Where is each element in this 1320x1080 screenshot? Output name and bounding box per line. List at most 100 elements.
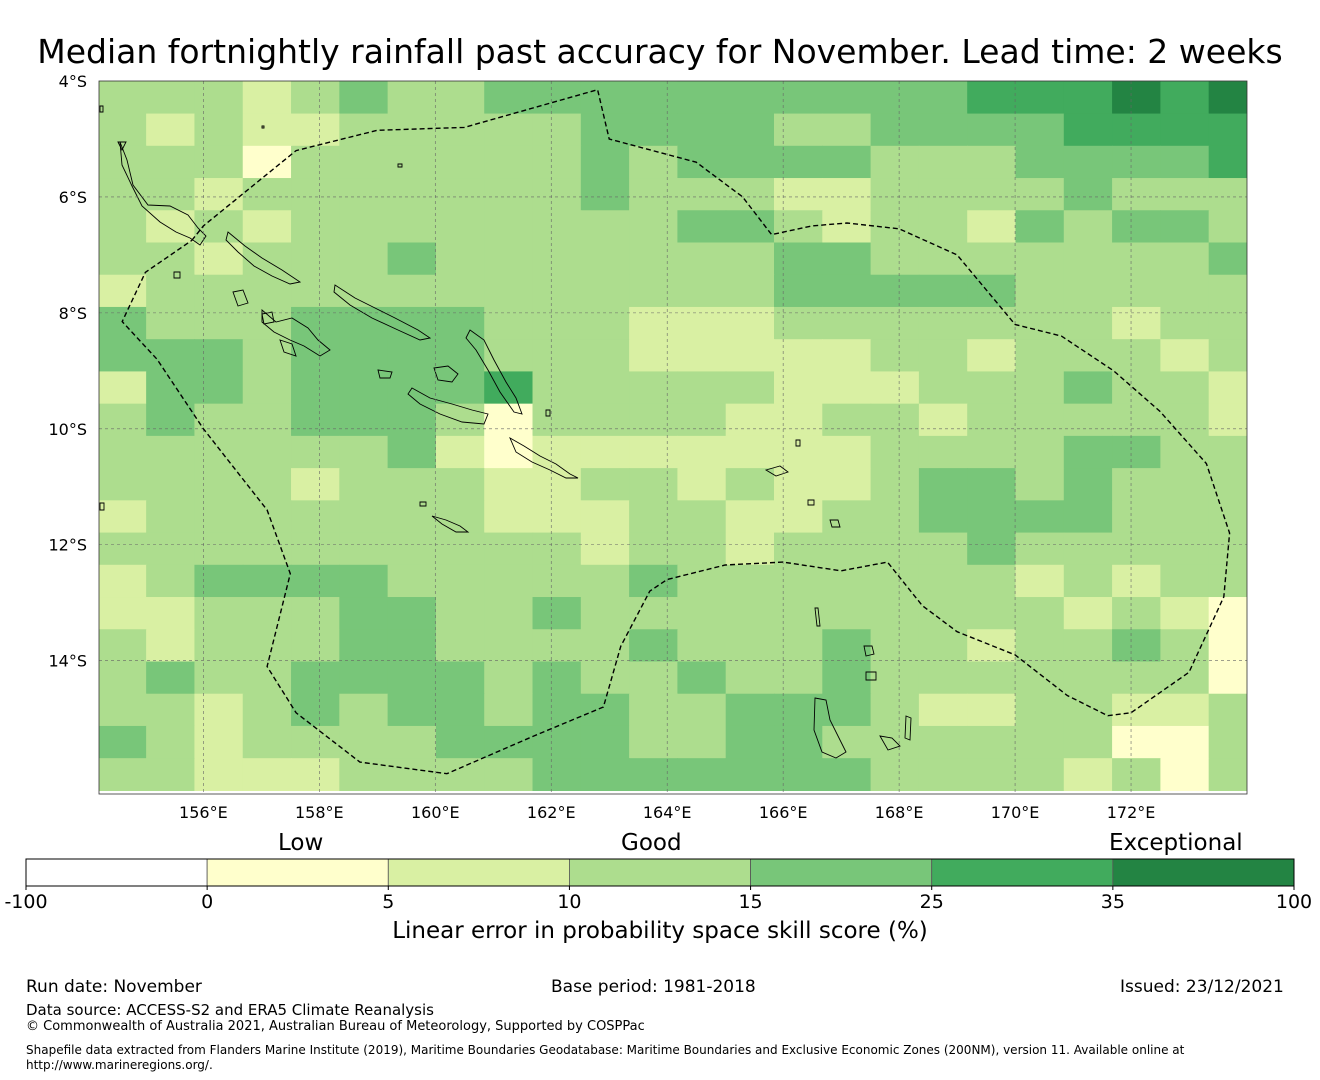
- skill-cell: [387, 661, 437, 695]
- coastline-torres: [814, 607, 821, 627]
- skill-cell: [677, 371, 727, 405]
- skill-cell: [146, 210, 196, 244]
- skill-cell: [194, 532, 244, 566]
- skill-cell: [725, 758, 775, 792]
- skill-cell: [677, 661, 727, 695]
- skill-cell: [1208, 81, 1247, 82]
- skill-cell: [99, 564, 147, 598]
- skill-cell: [532, 661, 582, 695]
- skill-cell: [870, 468, 920, 501]
- skill-cell: [967, 629, 1017, 663]
- skill-cell: [1063, 210, 1113, 244]
- skill-cell: [339, 500, 389, 534]
- skill-cell: [677, 339, 727, 373]
- map-title: Median fortnightly rainfall past accurac…: [37, 32, 1283, 71]
- skill-cell: [967, 725, 1017, 759]
- skill-cell: [774, 113, 823, 147]
- longitude-labels: 156°E 158°E 160°E 162°E 164°E 166°E 168°E 170°E…: [179, 803, 1155, 822]
- skill-cell: [1015, 629, 1065, 663]
- skill-cell: [918, 81, 968, 82]
- skill-cell: [725, 242, 775, 276]
- skill-cell: [1015, 435, 1065, 469]
- skill-cell: [339, 693, 389, 727]
- skill-cell: [1063, 371, 1113, 405]
- skill-cell: [435, 371, 485, 405]
- skill-cell: [870, 403, 920, 437]
- skill-cell: [242, 435, 292, 469]
- skill-cell: [1112, 661, 1161, 695]
- skill-cell: [870, 145, 920, 179]
- skill-cell: [1208, 564, 1247, 598]
- coastline-islet: [99, 502, 105, 511]
- skill-cell: [629, 725, 679, 759]
- skill-cell: [629, 758, 679, 792]
- skill-cell: [918, 564, 968, 598]
- skill-cell: [822, 725, 872, 759]
- skill-cell: [580, 500, 630, 534]
- skill-cell: [1063, 629, 1113, 663]
- skill-cell: [629, 113, 679, 147]
- skill-cell: [1112, 339, 1161, 373]
- skill-cell: [580, 371, 630, 405]
- skill-cell: [774, 145, 823, 179]
- skill-cell: [242, 629, 292, 663]
- skill-cell: [822, 81, 872, 82]
- skill-cell: [629, 597, 679, 630]
- skill-cell: [677, 274, 727, 308]
- skill-cell: [580, 725, 630, 759]
- skill-cell: [870, 500, 920, 534]
- skill-cell: [967, 306, 1017, 340]
- skill-cell: [387, 81, 437, 115]
- skill-cell: [387, 629, 437, 663]
- skill-cell: [580, 597, 630, 630]
- skill-cell: [146, 532, 196, 566]
- skill-cell: [822, 532, 872, 566]
- skill-cell: [146, 597, 196, 630]
- skill-cell: [677, 403, 727, 437]
- skill-cell: [1208, 145, 1247, 179]
- skill-cell: [725, 500, 775, 534]
- skill-cell: [1208, 178, 1247, 211]
- skill-cell: [918, 693, 968, 727]
- skill-cell: [146, 306, 196, 340]
- longitude-label: 158°E: [295, 803, 344, 822]
- skill-cell: [725, 468, 775, 501]
- skill-cell: [1063, 758, 1113, 792]
- skill-cell: [967, 145, 1017, 179]
- skill-cell: [435, 725, 485, 759]
- skill-cell: [774, 468, 823, 501]
- skill-cell: [532, 693, 582, 727]
- skill-cell: [484, 274, 534, 308]
- skill-cell: [677, 629, 727, 663]
- skill-cell: [629, 564, 679, 598]
- skill-cell: [725, 339, 775, 373]
- skill-cell: [918, 758, 968, 792]
- skill-cell: [339, 468, 389, 501]
- skill-cell: [435, 693, 485, 727]
- skill-cell: [291, 758, 340, 792]
- skill-cell: [291, 532, 340, 566]
- skill-cell: [1063, 274, 1113, 308]
- skill-cell: [194, 500, 244, 534]
- colorbar-title: Linear error in probability space skill …: [392, 918, 928, 944]
- skill-cell: [918, 274, 968, 308]
- skill-cell: [629, 532, 679, 566]
- skill-cell: [194, 403, 244, 437]
- base-period: Base period: 1981-2018: [551, 977, 756, 997]
- skill-cell: [339, 629, 389, 663]
- skill-cell: [629, 468, 679, 501]
- skill-cell: [435, 500, 485, 534]
- skill-cell: [870, 81, 920, 115]
- skill-cell: [725, 597, 775, 630]
- skill-cell: [967, 81, 1017, 115]
- skill-cell: [484, 178, 534, 211]
- colorbar-segment: [206, 858, 389, 887]
- skill-cell: [580, 242, 630, 276]
- skill-cell: [291, 210, 340, 244]
- skill-cell: [629, 81, 679, 115]
- skill-cell: [870, 725, 920, 759]
- issued-date: Issued: 23/12/2021: [1120, 977, 1284, 997]
- skill-cell: [532, 210, 582, 244]
- skill-cell: [967, 403, 1017, 437]
- skill-cell: [1160, 81, 1210, 115]
